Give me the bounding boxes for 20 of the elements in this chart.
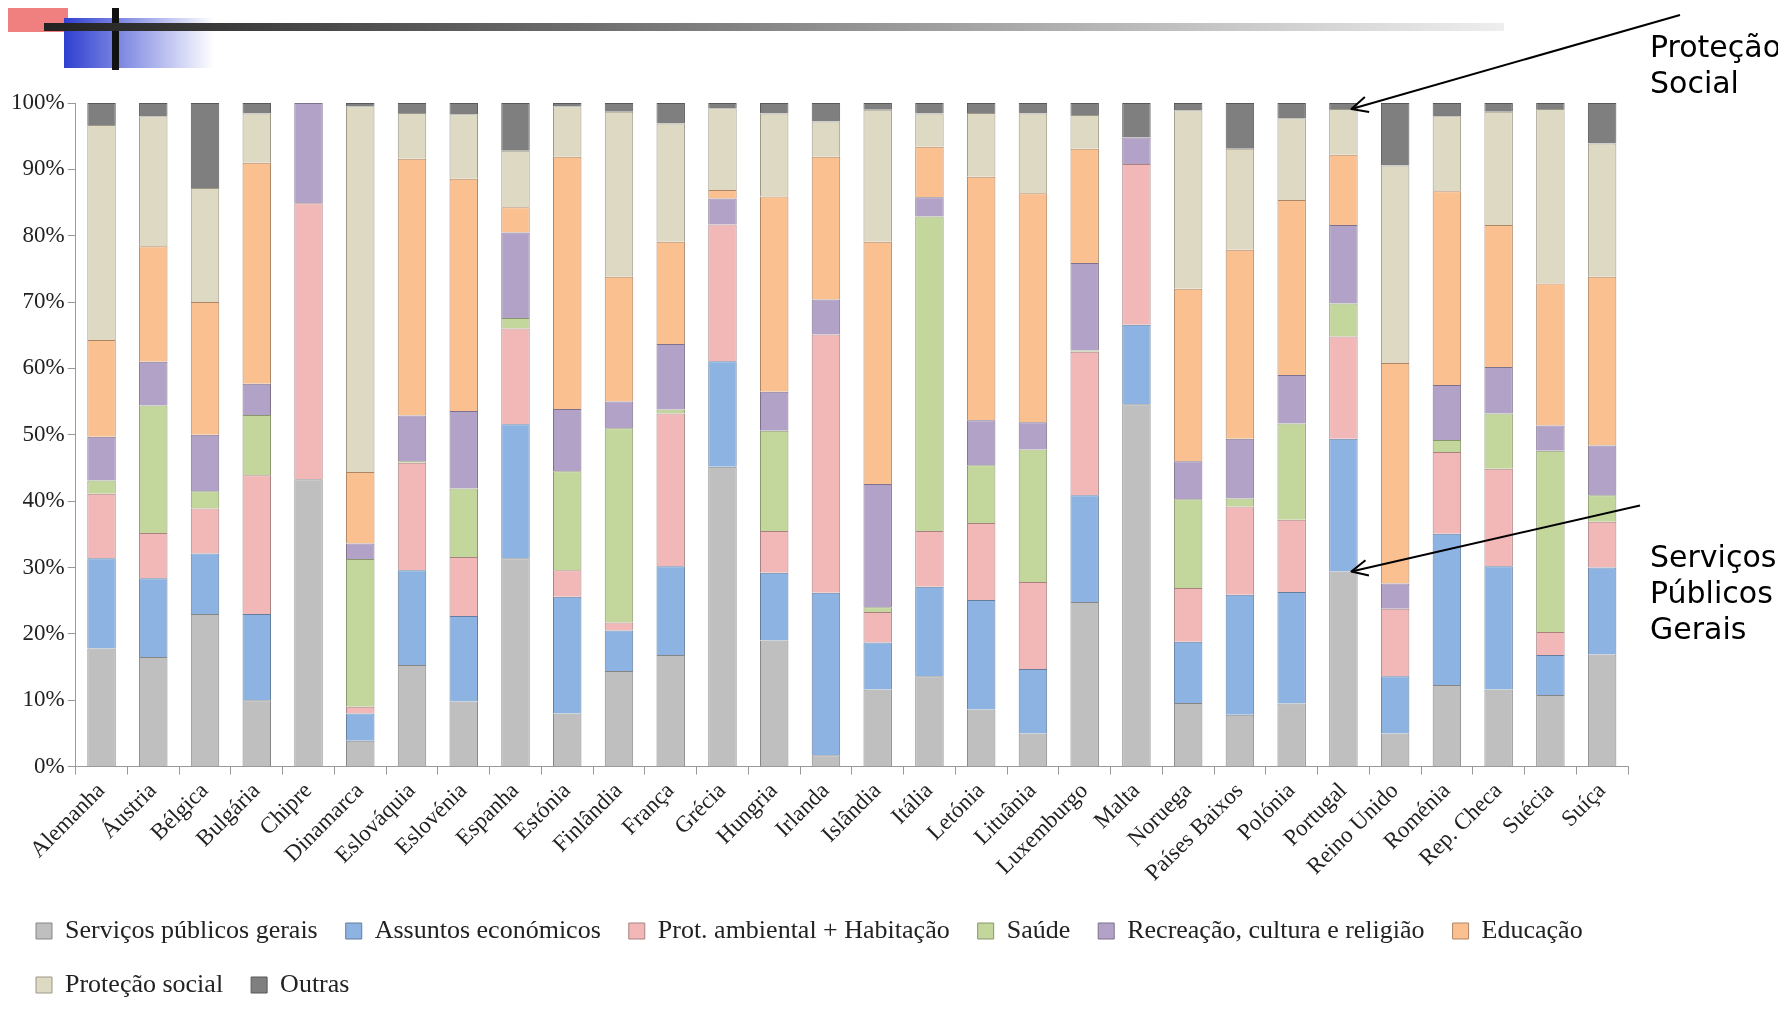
y-tick-label: 10% — [22, 686, 65, 712]
y-tick-label: 40% — [22, 487, 65, 513]
y-tick-label: 0% — [33, 752, 65, 778]
legend-label: Saúde — [1006, 914, 1071, 944]
legend-label: Outras — [280, 968, 350, 998]
y-tick-label: 60% — [22, 354, 65, 380]
legend-label: Prot. ambiental + Habitação — [657, 914, 950, 944]
legend-label: Educação — [1481, 914, 1583, 944]
y-tick-label: 50% — [22, 420, 65, 446]
y-tick-label: 100% — [10, 89, 65, 115]
y-tick-label: 90% — [22, 155, 65, 181]
y-tick-label: 30% — [22, 553, 65, 579]
legend-label: Assuntos económicos — [374, 914, 601, 944]
y-tick-label: 70% — [22, 288, 65, 314]
legend-label: Serviços públicos gerais — [65, 914, 318, 944]
legend-label: Recreação, cultura e religião — [1127, 914, 1425, 944]
y-tick-label: 20% — [22, 619, 65, 645]
annotation: Serviços Públicos Gerais — [1650, 539, 1777, 647]
legend-label: Proteção social — [65, 968, 224, 998]
y-tick-label: 80% — [22, 221, 65, 247]
